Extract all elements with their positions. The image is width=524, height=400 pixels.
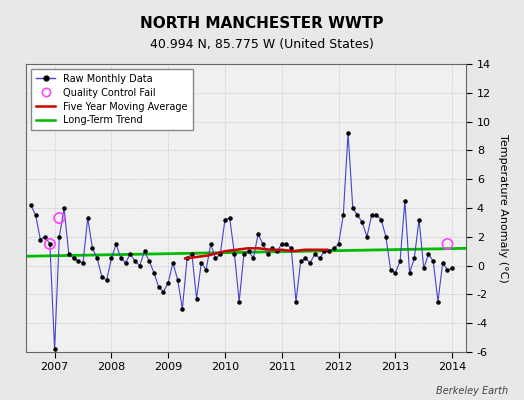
- Point: [282, 241, 291, 247]
- Point: [348, 205, 357, 211]
- Point: [36, 236, 45, 243]
- Point: [178, 306, 187, 312]
- Point: [443, 267, 452, 273]
- Point: [225, 215, 234, 221]
- Point: [387, 267, 395, 273]
- Point: [136, 262, 144, 269]
- Point: [273, 248, 281, 254]
- Point: [367, 212, 376, 218]
- Point: [325, 248, 333, 254]
- Point: [69, 255, 78, 262]
- Point: [410, 255, 419, 262]
- Point: [216, 251, 224, 257]
- Point: [287, 245, 296, 252]
- Point: [74, 258, 82, 264]
- Point: [55, 234, 63, 240]
- Point: [117, 255, 125, 262]
- Point: [211, 255, 220, 262]
- Point: [83, 215, 92, 221]
- Point: [268, 245, 277, 252]
- Point: [235, 298, 243, 305]
- Point: [448, 265, 456, 272]
- Point: [381, 234, 390, 240]
- Point: [363, 234, 371, 240]
- Point: [315, 255, 324, 262]
- Point: [278, 241, 286, 247]
- Legend: Raw Monthly Data, Quality Control Fail, Five Year Moving Average, Long-Term Tren: Raw Monthly Data, Quality Control Fail, …: [31, 69, 192, 130]
- Point: [183, 255, 191, 262]
- Point: [55, 215, 63, 221]
- Point: [415, 216, 423, 223]
- Point: [230, 251, 238, 257]
- Text: 40.994 N, 85.775 W (United States): 40.994 N, 85.775 W (United States): [150, 38, 374, 51]
- Point: [297, 258, 305, 264]
- Point: [245, 248, 253, 254]
- Point: [358, 219, 366, 226]
- Point: [145, 258, 154, 264]
- Point: [122, 260, 130, 266]
- Point: [41, 234, 49, 240]
- Point: [330, 245, 338, 252]
- Point: [377, 216, 385, 223]
- Point: [150, 270, 158, 276]
- Point: [131, 258, 139, 264]
- Point: [173, 277, 182, 283]
- Point: [79, 260, 87, 266]
- Text: NORTH MANCHESTER WWTP: NORTH MANCHESTER WWTP: [140, 16, 384, 31]
- Point: [192, 296, 201, 302]
- Point: [197, 260, 205, 266]
- Point: [396, 258, 405, 264]
- Point: [221, 216, 229, 223]
- Point: [320, 248, 329, 254]
- Point: [159, 288, 168, 295]
- Point: [429, 258, 438, 264]
- Point: [259, 241, 267, 247]
- Point: [254, 231, 263, 237]
- Point: [46, 241, 54, 247]
- Point: [107, 255, 116, 262]
- Point: [93, 255, 101, 262]
- Point: [334, 241, 343, 247]
- Point: [434, 298, 442, 305]
- Point: [103, 277, 111, 283]
- Point: [155, 284, 163, 290]
- Point: [443, 241, 452, 247]
- Point: [164, 280, 172, 286]
- Point: [126, 251, 135, 257]
- Point: [391, 270, 400, 276]
- Point: [420, 265, 428, 272]
- Point: [60, 205, 68, 211]
- Point: [424, 251, 433, 257]
- Point: [64, 251, 73, 257]
- Point: [50, 346, 59, 352]
- Point: [46, 241, 54, 247]
- Text: Berkeley Earth: Berkeley Earth: [436, 386, 508, 396]
- Point: [306, 260, 314, 266]
- Point: [292, 298, 300, 305]
- Point: [372, 212, 380, 218]
- Point: [169, 260, 177, 266]
- Point: [339, 212, 347, 218]
- Point: [188, 251, 196, 257]
- Point: [140, 248, 149, 254]
- Point: [31, 212, 40, 218]
- Point: [406, 270, 414, 276]
- Point: [202, 267, 210, 273]
- Y-axis label: Temperature Anomaly (°C): Temperature Anomaly (°C): [498, 134, 508, 282]
- Point: [264, 251, 272, 257]
- Point: [353, 212, 362, 218]
- Point: [311, 251, 319, 257]
- Point: [88, 245, 96, 252]
- Point: [97, 274, 106, 280]
- Point: [206, 241, 215, 247]
- Point: [112, 241, 121, 247]
- Point: [239, 251, 248, 257]
- Point: [401, 198, 409, 204]
- Point: [301, 255, 310, 262]
- Point: [439, 260, 447, 266]
- Point: [344, 130, 352, 136]
- Point: [27, 202, 35, 208]
- Point: [249, 255, 258, 262]
